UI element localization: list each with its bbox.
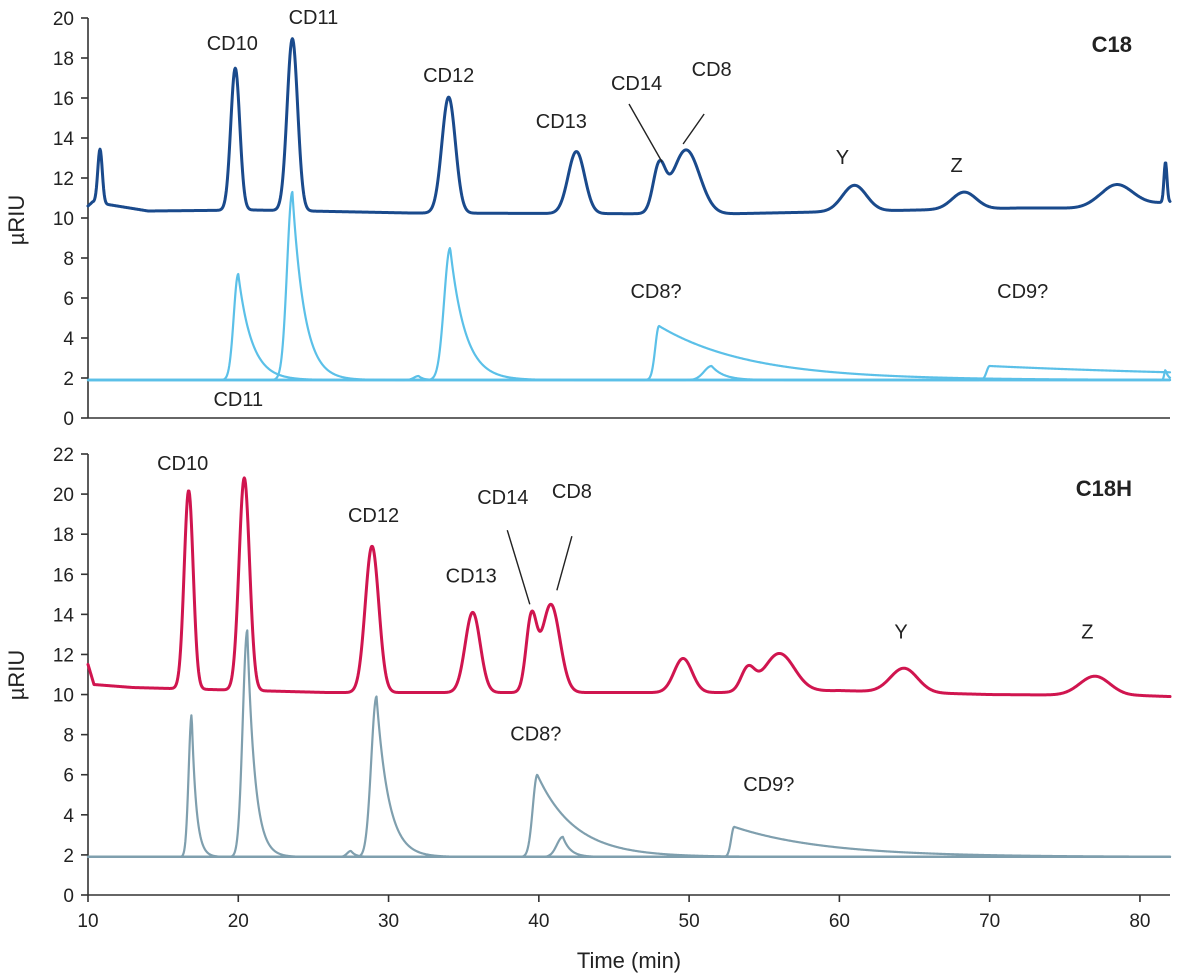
c18-y-tick-label: 0 <box>63 409 74 430</box>
c18h-peak-label: CD8 <box>552 481 592 503</box>
x-tick-label: 10 <box>77 911 98 932</box>
c18-ref-trace-3 <box>86 247 1172 382</box>
c18-y-tick-label: 20 <box>53 9 74 30</box>
c18h-traces <box>86 476 1172 859</box>
c18-peak-label: CD9? <box>997 281 1048 303</box>
c18h-y-tick-label: 8 <box>63 726 74 747</box>
c18-peak-label: CD10 <box>207 33 258 55</box>
c18h-y-tick-label: 12 <box>53 645 74 666</box>
c18h-peak-label: CD9? <box>743 774 794 796</box>
c18-peak-label: CD8? <box>630 281 681 303</box>
c18h-peak-label: CD11 <box>213 389 263 411</box>
c18-ref-trace-7 <box>86 369 1172 382</box>
c18h-y-tick-label: 22 <box>53 445 74 466</box>
c18h-leader-line <box>506 529 531 605</box>
c18-y-axis-label: µRIU <box>4 195 29 246</box>
c18h-main-trace <box>86 476 1172 699</box>
x-tick-label: 20 <box>228 911 249 932</box>
c18h-ref-trace-1 <box>86 629 1172 859</box>
c18h-y-ticks: 0 2 4 6 8 10 12 14 16 18 20 22 <box>53 445 88 907</box>
c18-peak-label: CD8 <box>692 59 732 81</box>
c18h-leader-line <box>556 535 573 591</box>
c18-main-trace <box>86 37 1172 216</box>
c18h-ref-trace-0 <box>86 714 1172 859</box>
c18h-x-ticks: 10 20 30 40 50 60 70 80 <box>77 895 1151 932</box>
c18-leader-line <box>628 103 663 163</box>
c18-y-tick-label: 6 <box>63 289 74 310</box>
c18h-y-tick-label: 18 <box>53 525 74 546</box>
c18h-y-tick-label: 16 <box>53 565 74 586</box>
c18h-y-tick-label: 10 <box>53 686 74 707</box>
c18h-ref-trace-6 <box>86 825 1172 859</box>
c18h-peak-label: CD13 <box>446 565 497 587</box>
x-tick-label: 50 <box>679 911 700 932</box>
c18h-y-tick-label: 14 <box>53 605 75 626</box>
c18h-peak-label: CD14 <box>477 487 528 509</box>
c18-y-tick-label: 2 <box>63 369 74 390</box>
c18h-peak-label: CD8? <box>510 724 561 746</box>
panel-c18h: 0 2 4 6 8 10 12 14 16 18 20 22 10 20 30 40 50 60 70 80 µRI… <box>4 389 1172 973</box>
c18-peak-label: CD12 <box>423 65 474 87</box>
c18h-panel-title: C18H <box>1076 476 1132 501</box>
c18h-y-tick-label: 0 <box>63 886 74 907</box>
c18h-peak-labels: CD10 CD11 CD12 CD13 CD14 CD8 Y Z CD8? CD9? <box>157 389 1093 796</box>
c18h-y-axis-label: µRIU <box>4 650 29 701</box>
x-axis-label: Time (min) <box>577 948 681 973</box>
c18-y-ticks: 0 2 4 6 8 10 12 14 16 18 20 <box>53 9 88 430</box>
c18h-y-tick-label: 6 <box>63 766 74 787</box>
c18-y-tick-label: 18 <box>53 49 74 70</box>
c18h-peak-label: Z <box>1081 621 1093 643</box>
c18-traces <box>86 37 1172 382</box>
c18-peak-label: Y <box>836 147 849 169</box>
c18-peak-label: CD11 <box>289 7 339 29</box>
c18-peak-label: CD14 <box>611 73 662 95</box>
c18-y-tick-label: 12 <box>53 169 74 190</box>
c18-peak-label: CD13 <box>536 111 587 133</box>
c18h-ref-trace-4 <box>86 773 1172 859</box>
c18-panel-title: C18 <box>1092 32 1132 57</box>
c18h-peak-label: CD12 <box>348 505 399 527</box>
c18-peak-label: Z <box>950 155 962 177</box>
c18h-peak-label: CD10 <box>157 453 208 475</box>
c18-y-tick-label: 14 <box>53 129 75 150</box>
c18-peak-labels: CD10 CD11 CD12 CD13 CD14 CD8 Y Z CD8? CD9? <box>207 7 1049 303</box>
x-tick-label: 40 <box>528 911 549 932</box>
c18-y-tick-label: 8 <box>63 249 74 270</box>
c18-y-tick-label: 10 <box>53 209 74 230</box>
x-tick-label: 80 <box>1129 911 1150 932</box>
c18h-ref-trace-5 <box>86 835 1172 859</box>
x-tick-label: 70 <box>979 911 1000 932</box>
c18h-y-tick-label: 4 <box>63 806 74 827</box>
c18-leader-line <box>682 113 705 145</box>
c18h-y-tick-label: 20 <box>53 485 74 506</box>
c18h-peak-label: Y <box>894 621 907 643</box>
c18-y-tick-label: 16 <box>53 89 74 110</box>
c18h-y-tick-label: 2 <box>63 846 74 867</box>
c18-y-tick-label: 4 <box>63 329 74 350</box>
x-tick-label: 60 <box>829 911 850 932</box>
x-tick-label: 30 <box>378 911 399 932</box>
